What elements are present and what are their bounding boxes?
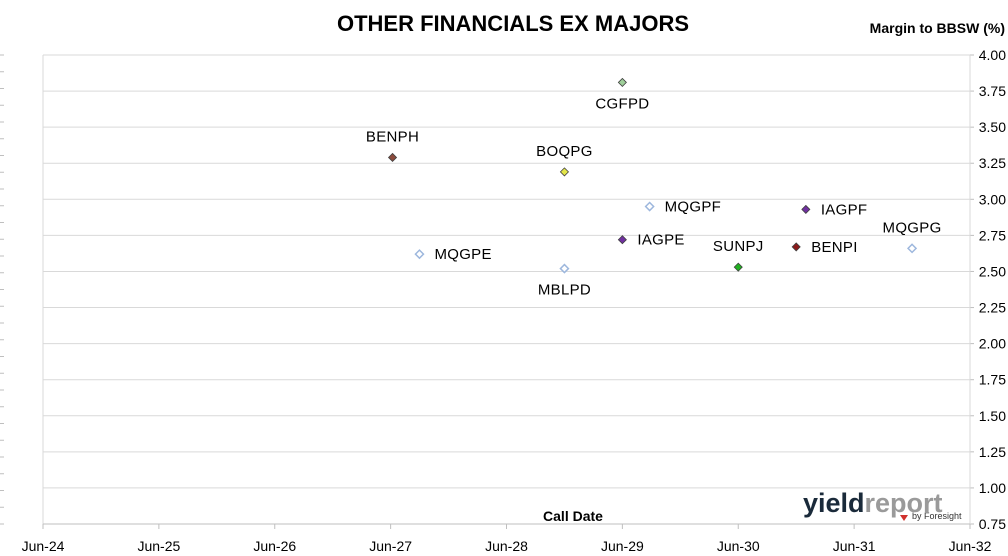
point-label-benpi: BENPI xyxy=(811,239,858,256)
y-tick-label: 2.00 xyxy=(979,336,1006,352)
gridlines xyxy=(43,54,970,525)
logo-arrow-icon xyxy=(900,515,908,521)
point-label-sunpj: SUNPJ xyxy=(713,238,764,255)
x-tick-label: Jun-27 xyxy=(369,538,412,554)
y-tick-label: 3.75 xyxy=(979,83,1006,99)
point-iagpf xyxy=(801,204,811,214)
y-tick-label: 3.00 xyxy=(979,191,1006,207)
logo-subtext: by Foresight xyxy=(912,511,962,521)
point-boqpg xyxy=(559,167,570,177)
y-tick-label: 1.50 xyxy=(979,408,1006,424)
point-label-cgfpd: CGFPD xyxy=(595,95,649,112)
point-sunpj xyxy=(733,262,743,272)
y-tick-label: 2.25 xyxy=(979,300,1006,316)
x-tick-label: Jun-24 xyxy=(22,538,65,554)
point-label-mqgpf: MQGPF xyxy=(665,199,722,216)
y-tick-label: 2.50 xyxy=(979,263,1006,279)
point-iagpe xyxy=(617,235,627,245)
x-tick-label: Jun-25 xyxy=(137,538,180,554)
y-tick-label: 1.25 xyxy=(979,444,1006,460)
chart-title: OTHER FINANCIALS EX MAJORS xyxy=(337,11,689,36)
point-mqgpe xyxy=(414,249,425,260)
y-tick-label: 3.25 xyxy=(979,155,1006,171)
point-mqgpg xyxy=(907,243,918,254)
x-tick-label: Jun-26 xyxy=(253,538,296,554)
x-tick-label: Jun-31 xyxy=(833,538,876,554)
y-tick-label: 4.00 xyxy=(979,47,1006,63)
point-label-benph: BENPH xyxy=(366,128,419,145)
x-tick-label: Jun-32 xyxy=(949,538,992,554)
x-tick-label: Jun-30 xyxy=(717,538,760,554)
y-tick-label: 3.50 xyxy=(979,119,1006,135)
point-benpi xyxy=(791,242,801,252)
point-label-mblpd: MBLPD xyxy=(538,282,591,299)
y-tick-label: 1.75 xyxy=(979,372,1006,388)
svg-text:yieldreport: yieldreport xyxy=(803,488,943,518)
point-mblpd xyxy=(559,263,570,274)
logo-report-text: report xyxy=(865,488,943,518)
point-cgfpd xyxy=(617,77,627,87)
point-label-boqpg: BOQPG xyxy=(536,143,593,160)
y-tick-label: 1.00 xyxy=(979,480,1006,496)
point-mqgpf xyxy=(644,201,655,212)
y-tick-label: 2.75 xyxy=(979,227,1006,243)
x-axis-label: Call Date xyxy=(543,508,603,524)
y-axis-label: Margin to BBSW (%) xyxy=(870,20,1005,36)
logo-yield-text: yield xyxy=(803,488,865,518)
axes: 0.75 1.00 1.25 1.50 1.75 2.00 2.25 2.50 2.75 3.00… xyxy=(0,47,1006,554)
point-label-mqgpe: MQGPE xyxy=(434,246,491,263)
point-benph xyxy=(387,152,398,163)
point-label-iagpf: IAGPF xyxy=(821,201,868,218)
yieldreport-logo: yieldreport by Foresight xyxy=(803,488,962,521)
x-tick-label: Jun-29 xyxy=(601,538,644,554)
y-tick-label: 0.75 xyxy=(979,516,1006,532)
point-label-mqgpg: MQGPG xyxy=(883,219,942,236)
data-points: CGFPD BENPH BOQPG MQGPF IAGPF IAGPE SUNPJ BENPI… xyxy=(366,77,942,299)
x-tick-label: Jun-28 xyxy=(485,538,528,554)
point-label-iagpe: IAGPE xyxy=(637,232,684,249)
